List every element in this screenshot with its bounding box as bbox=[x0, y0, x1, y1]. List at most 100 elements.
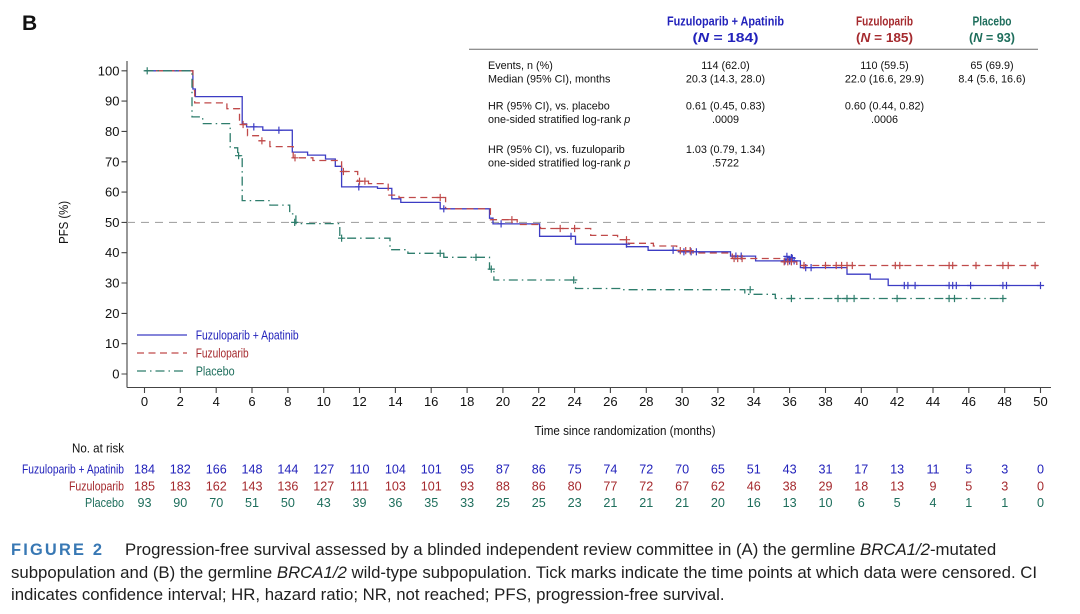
svg-text:indicates confidence interval;: indicates confidence interval; HR, hazar… bbox=[11, 585, 725, 604]
svg-text:(N = 185): (N = 185) bbox=[856, 30, 913, 45]
svg-text:30: 30 bbox=[675, 394, 689, 409]
svg-text:93: 93 bbox=[137, 496, 151, 510]
svg-text:.0006: .0006 bbox=[871, 114, 898, 126]
svg-text:77: 77 bbox=[603, 479, 617, 493]
svg-text:subpopulation and (B) the germ: subpopulation and (B) the germline BRCA1… bbox=[11, 563, 1037, 582]
svg-text:0: 0 bbox=[1037, 479, 1044, 493]
svg-text:25: 25 bbox=[532, 496, 546, 510]
svg-text:0: 0 bbox=[141, 394, 148, 409]
svg-text:24: 24 bbox=[567, 394, 581, 409]
svg-text:95: 95 bbox=[460, 462, 474, 476]
svg-text:80: 80 bbox=[105, 124, 119, 139]
svg-text:14: 14 bbox=[388, 394, 402, 409]
svg-text:21: 21 bbox=[675, 496, 689, 510]
svg-text:148: 148 bbox=[241, 462, 262, 476]
svg-text:6: 6 bbox=[858, 496, 865, 510]
svg-text:Placebo: Placebo bbox=[85, 496, 124, 510]
svg-text:104: 104 bbox=[385, 462, 406, 476]
svg-text:Median (95% CI), months: Median (95% CI), months bbox=[488, 73, 611, 85]
svg-text:0.60 (0.44, 0.82): 0.60 (0.44, 0.82) bbox=[845, 100, 924, 112]
svg-text:32: 32 bbox=[711, 394, 725, 409]
svg-text:39: 39 bbox=[352, 496, 366, 510]
svg-text:16: 16 bbox=[747, 496, 761, 510]
svg-text:one-sided stratified log-rank: one-sided stratified log-rank p bbox=[488, 114, 630, 126]
svg-text:Fuzuloparib + Apatinib: Fuzuloparib + Apatinib bbox=[22, 462, 124, 476]
svg-text:3: 3 bbox=[1001, 479, 1008, 493]
svg-text:26: 26 bbox=[603, 394, 617, 409]
svg-text:8.4 (5.6, 16.6): 8.4 (5.6, 16.6) bbox=[958, 73, 1025, 85]
svg-text:110 (59.5): 110 (59.5) bbox=[860, 60, 908, 72]
svg-text:9: 9 bbox=[929, 479, 936, 493]
svg-text:Fuzuloparib: Fuzuloparib bbox=[69, 479, 124, 493]
svg-text:182: 182 bbox=[170, 462, 191, 476]
svg-text:46: 46 bbox=[962, 394, 976, 409]
svg-text:74: 74 bbox=[603, 462, 617, 476]
svg-text:1: 1 bbox=[1001, 496, 1008, 510]
svg-text:166: 166 bbox=[206, 462, 227, 476]
svg-text:51: 51 bbox=[747, 462, 761, 476]
svg-text:111: 111 bbox=[350, 479, 369, 493]
svg-text:136: 136 bbox=[277, 479, 298, 493]
svg-text:143: 143 bbox=[241, 479, 262, 493]
svg-text:Placebo: Placebo bbox=[196, 364, 235, 379]
svg-text:22: 22 bbox=[531, 394, 545, 409]
svg-text:8: 8 bbox=[284, 394, 291, 409]
svg-text:72: 72 bbox=[639, 479, 653, 493]
svg-text:one-sided stratified log-rank: one-sided stratified log-rank p bbox=[488, 157, 630, 169]
svg-text:36: 36 bbox=[388, 496, 402, 510]
svg-text:93: 93 bbox=[460, 479, 474, 493]
svg-text:HR (95% CI), vs. placebo: HR (95% CI), vs. placebo bbox=[488, 100, 610, 112]
svg-text:144: 144 bbox=[277, 462, 298, 476]
svg-text:184: 184 bbox=[134, 462, 155, 476]
svg-text:103: 103 bbox=[385, 479, 406, 493]
svg-text:1: 1 bbox=[965, 496, 972, 510]
svg-text:183: 183 bbox=[170, 479, 191, 493]
svg-text:13: 13 bbox=[890, 462, 904, 476]
svg-text:50: 50 bbox=[1033, 394, 1047, 409]
svg-text:101: 101 bbox=[421, 462, 442, 476]
svg-text:Fuzuloparib + Apatinib: Fuzuloparib + Apatinib bbox=[667, 14, 784, 29]
svg-text:20.3 (14.3, 28.0): 20.3 (14.3, 28.0) bbox=[686, 73, 765, 85]
svg-text:70: 70 bbox=[105, 154, 119, 169]
svg-text:65 (69.9): 65 (69.9) bbox=[970, 60, 1013, 72]
svg-text:48: 48 bbox=[997, 394, 1011, 409]
svg-text:75: 75 bbox=[568, 462, 582, 476]
svg-text:88: 88 bbox=[496, 479, 510, 493]
svg-text:(N = 184): (N = 184) bbox=[693, 30, 759, 45]
svg-text:38: 38 bbox=[783, 479, 797, 493]
svg-text:44: 44 bbox=[926, 394, 940, 409]
svg-text:29: 29 bbox=[818, 479, 832, 493]
svg-text:51: 51 bbox=[245, 496, 259, 510]
svg-text:162: 162 bbox=[206, 479, 227, 493]
svg-text:16: 16 bbox=[424, 394, 438, 409]
svg-text:114 (62.0): 114 (62.0) bbox=[701, 60, 749, 72]
svg-text:18: 18 bbox=[460, 394, 474, 409]
svg-text:36: 36 bbox=[782, 394, 796, 409]
svg-text:12: 12 bbox=[352, 394, 366, 409]
svg-text:1.03 (0.79, 1.34): 1.03 (0.79, 1.34) bbox=[686, 144, 765, 156]
svg-text:3: 3 bbox=[1001, 462, 1008, 476]
svg-text:20: 20 bbox=[496, 394, 510, 409]
svg-text:Time since randomization (mont: Time since randomization (months) bbox=[535, 423, 716, 438]
svg-text:50: 50 bbox=[105, 215, 119, 230]
svg-text:42: 42 bbox=[890, 394, 904, 409]
svg-text:43: 43 bbox=[317, 496, 331, 510]
svg-text:Placebo: Placebo bbox=[973, 14, 1012, 29]
svg-text:13: 13 bbox=[783, 496, 797, 510]
svg-text:(N = 93): (N = 93) bbox=[969, 30, 1015, 45]
svg-text:87: 87 bbox=[496, 462, 510, 476]
svg-text:34: 34 bbox=[747, 394, 761, 409]
svg-text:80: 80 bbox=[568, 479, 582, 493]
svg-text:PFS (%): PFS (%) bbox=[56, 201, 71, 244]
svg-text:65: 65 bbox=[711, 462, 725, 476]
svg-text:70: 70 bbox=[209, 496, 223, 510]
svg-text:18: 18 bbox=[854, 479, 868, 493]
svg-text:6: 6 bbox=[248, 394, 255, 409]
svg-text:70: 70 bbox=[675, 462, 689, 476]
svg-text:No. at risk: No. at risk bbox=[72, 442, 125, 456]
svg-text:.5722: .5722 bbox=[712, 157, 739, 169]
svg-text:72: 72 bbox=[639, 462, 653, 476]
svg-text:0.61 (0.45, 0.83): 0.61 (0.45, 0.83) bbox=[686, 100, 765, 112]
svg-text:FIGURE 2: FIGURE 2 bbox=[11, 541, 104, 559]
svg-text:5: 5 bbox=[894, 496, 901, 510]
